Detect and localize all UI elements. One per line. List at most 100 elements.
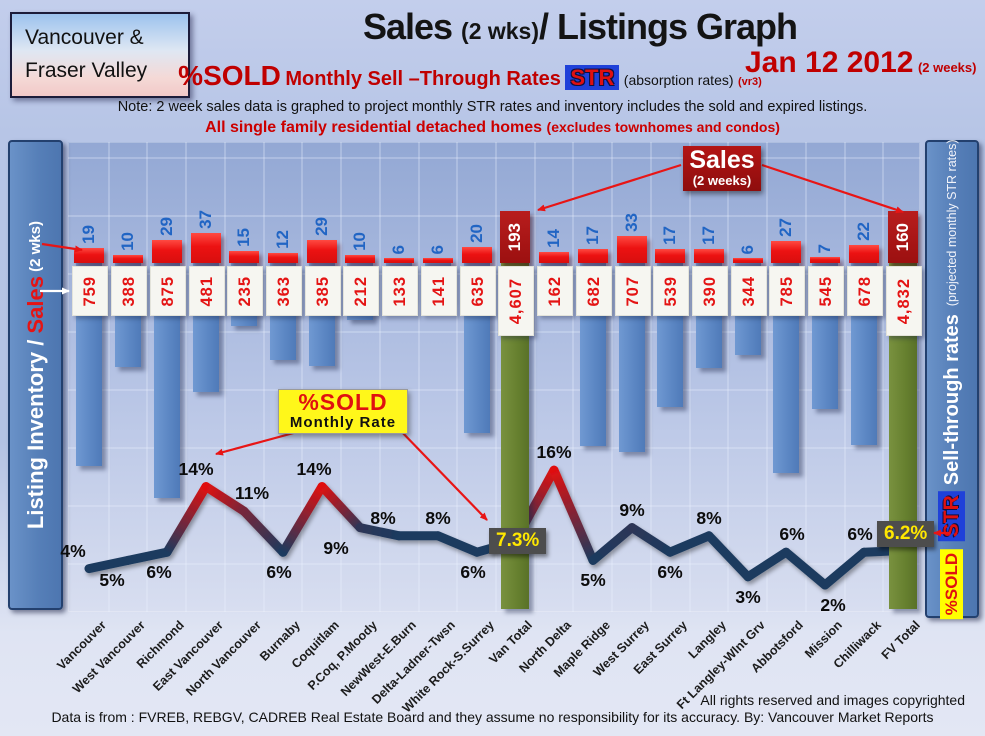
inventory-value-label: 235: [227, 266, 263, 316]
inventory-value-label: 344: [731, 266, 767, 316]
sales-value: 10: [118, 232, 137, 251]
sales-value-label: 12: [271, 203, 295, 249]
source-text: Data is from : FVREB, REBGV, CADREB Real…: [51, 709, 934, 725]
sales-bar: [849, 245, 879, 263]
str-rate-label: 8%: [425, 508, 451, 528]
sales-bar: [694, 249, 724, 263]
sales-value: 12: [273, 230, 292, 249]
sales-value-label: 6: [426, 208, 450, 254]
str-rate-label: 6%: [779, 524, 805, 544]
str-line-segment: [317, 482, 365, 533]
inventory-value: 707: [623, 275, 642, 307]
inventory-value-label: 212: [343, 266, 379, 316]
str-rate-label: 4%: [60, 541, 86, 561]
sales-value-label: 27: [774, 191, 798, 237]
category-label: FV Total: [878, 618, 923, 663]
inventory-value: 4,607: [506, 277, 525, 325]
inventory-value-label: 4,832: [886, 266, 922, 336]
inventory-value-label: 707: [615, 266, 651, 316]
right-axis-text: %SOLD STR Sell-through rates (projected mon…: [938, 139, 965, 620]
sales-value-label: 6: [736, 208, 760, 254]
inventory-value: 141: [429, 275, 448, 307]
str-line-segment: [355, 523, 404, 541]
str-rate-label: 6%: [146, 562, 172, 582]
str-line-segment: [123, 547, 172, 565]
str-line-segment: [588, 523, 637, 565]
inventory-value-label: 162: [537, 266, 573, 316]
str-line-segment: [162, 482, 211, 557]
sales-value: 37: [196, 210, 215, 229]
str-line-segment: [743, 547, 791, 582]
inventory-value-label: 363: [266, 266, 302, 316]
inventory-value-label: 875: [150, 266, 186, 316]
inventory-value: 363: [274, 275, 293, 307]
str-line-segment: [239, 506, 288, 557]
sales-value: 22: [854, 222, 873, 241]
sales-value: 17: [660, 226, 679, 245]
str-rate-label: 9%: [323, 538, 349, 558]
sales-value-label: 29: [310, 190, 334, 236]
inventory-value: 875: [158, 275, 177, 307]
inventory-value: 481: [197, 275, 216, 307]
sales-value: 10: [350, 232, 369, 251]
str-line-segment: [84, 555, 133, 574]
inventory-value-label: 678: [847, 266, 883, 316]
sales-bar: [810, 257, 840, 263]
inventory-value-label: 133: [382, 266, 418, 316]
sales-value-label: 7: [813, 207, 837, 253]
note-text: Note: 2 week sales data is graphed to pr…: [117, 99, 868, 115]
str-line-segment: [433, 531, 482, 557]
inventory-value: 785: [777, 275, 796, 307]
sales-value-label: 15: [232, 201, 256, 247]
left-axis-inventory: Listing Inventory /: [22, 333, 48, 530]
sales-bar: [655, 249, 685, 263]
str-badge-side: STR: [938, 490, 965, 541]
pct-sold-badge: %SOLD: [940, 548, 963, 620]
str-line-segment: [627, 523, 675, 557]
right-axis-label: Sell-through rates: [941, 313, 963, 485]
inventory-value-label: 385: [305, 266, 341, 316]
total-sales-bar: 160: [888, 211, 918, 263]
title-sales: Sales: [362, 6, 462, 47]
sales-bar: [539, 252, 569, 263]
sales-value-label: 33: [620, 186, 644, 232]
str-rate-label: 2%: [820, 595, 846, 615]
sales-value: 33: [622, 213, 641, 232]
sales-value: 19: [79, 225, 98, 244]
sales-callout-title: Sales: [689, 146, 755, 174]
str-rate-label: 8%: [370, 508, 396, 528]
inventory-value: 388: [119, 275, 138, 307]
sales-value-label: 17: [581, 199, 605, 245]
sales-value-label: 10: [116, 205, 140, 251]
inventory-value: 682: [584, 275, 603, 307]
pct-sold-callout-box: %SOLD Monthly Rate: [278, 389, 408, 434]
date-value: Jan 12 2012: [745, 46, 914, 79]
str-line-segment: [665, 531, 714, 557]
sales-value-label: 29: [155, 190, 179, 236]
inventory-value: 635: [468, 275, 487, 307]
inventory-value: 4,832: [894, 277, 913, 325]
sales-value-label: 17: [658, 199, 682, 245]
sales-bar: [733, 258, 763, 263]
sales-value-label: 14: [542, 202, 566, 248]
sales-value-label: 10: [348, 205, 372, 251]
sales-value-label: 6: [387, 208, 411, 254]
str-rate-label: 5%: [580, 570, 606, 590]
str-rate-label: 11%: [234, 483, 270, 503]
str-rate-label: 6%: [460, 562, 486, 582]
sales-value: 6: [389, 244, 408, 254]
str-rate-label: 9%: [619, 500, 645, 520]
str-line-segment: [820, 547, 869, 590]
str-line-segment: [704, 531, 753, 582]
sales-value-label: 17: [697, 199, 721, 245]
sales-value: 7: [815, 243, 834, 253]
region-box: Vancouver & Fraser Valley: [10, 12, 190, 98]
chart-plot-area: 19 759 4% Vancouver 10 388 5% West Vancouver 29 8…: [54, 142, 935, 715]
category-label: P.Coq, P.Moody: [305, 618, 380, 693]
sales-value-label: 22: [852, 195, 876, 241]
sales-value: 14: [544, 229, 563, 248]
inventory-value: 390: [700, 275, 719, 307]
region-line1: Vancouver &: [25, 26, 144, 50]
sales-value-label: 20: [465, 197, 489, 243]
